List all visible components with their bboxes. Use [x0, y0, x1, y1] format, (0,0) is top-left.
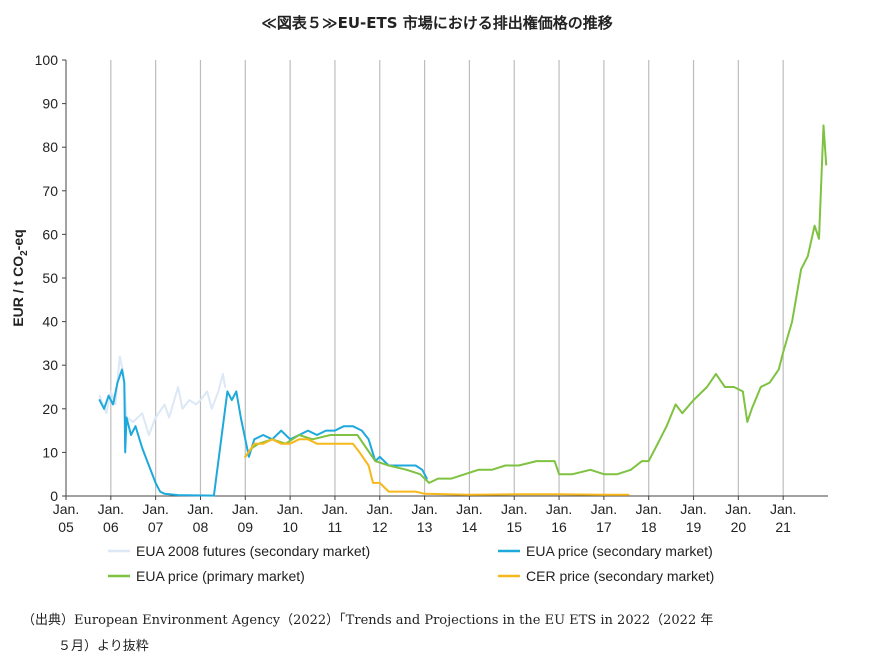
x-tick-label: Jan. [411, 501, 437, 517]
y-tick-label: 60 [42, 226, 58, 242]
x-tick-label: Jan. [591, 501, 617, 517]
series-line-2 [244, 124, 828, 484]
source-note-line1: （出典）European Environment Agency（2022）「Tr… [22, 613, 714, 628]
x-tick-label: 08 [193, 519, 209, 535]
y-tick-label: 90 [42, 96, 58, 112]
x-tick-label: Jan. [187, 501, 213, 517]
axes: 0 10 20 30 40 50 60 70 80 90 100 Jan. 05 Jan. 06 Jan. 07… [35, 52, 828, 535]
series-line-1 [98, 368, 428, 497]
x-tick-label: 05 [58, 519, 74, 535]
x-tick-label: 17 [596, 519, 612, 535]
x-tick-label: 12 [372, 519, 388, 535]
x-tick-label: 19 [686, 519, 702, 535]
price-chart: 0 10 20 30 40 50 60 70 80 90 100 Jan. 05 Jan. 06 Jan. 07… [10, 52, 828, 584]
x-tick-label: 07 [148, 519, 164, 535]
x-tick-label: 09 [238, 519, 254, 535]
series-line-3 [244, 438, 630, 496]
y-tick-label: 0 [50, 488, 58, 504]
series-line-0 [98, 355, 227, 436]
y-tick-label: 30 [42, 357, 58, 373]
legend-label: EUA price (secondary market) [526, 543, 713, 559]
x-tick-label: 15 [506, 519, 522, 535]
vertical-grid [110, 60, 784, 496]
x-tick-label: 18 [641, 519, 657, 535]
x-tick-label: Jan. [367, 501, 393, 517]
y-tick-label: 20 [42, 401, 58, 417]
x-tick-label: Jan. [501, 501, 527, 517]
series-lines [98, 124, 828, 497]
x-tick-label: Jan. [142, 501, 168, 517]
x-tick-label: Jan. [456, 501, 482, 517]
x-tick-label: 11 [328, 519, 343, 535]
x-tick-label: Jan. [277, 501, 303, 517]
x-tick-label: Jan. [322, 501, 348, 517]
x-tick-label: Jan. [98, 501, 124, 517]
x-tick-label: Jan. [635, 501, 661, 517]
legend-label: CER price (secondary market) [526, 568, 714, 584]
source-note-line2: ５月）より抜粋 [58, 639, 149, 654]
x-tick-label: Jan. [770, 501, 796, 517]
x-tick-label: 10 [282, 519, 298, 535]
y-axis-label: EUR / t CO2-eq [10, 229, 30, 326]
legend-label: EUA price (primary market) [136, 568, 305, 584]
x-tick-label: 14 [462, 519, 478, 535]
y-tick-label: 50 [42, 270, 58, 286]
y-tick-label: 100 [35, 52, 59, 68]
legend-label: EUA 2008 futures (secondary market) [136, 543, 370, 559]
legend: EUA 2008 futures (secondary market) EUA p… [108, 543, 714, 584]
x-tick-label: Jan. [232, 501, 258, 517]
x-tick-label: Jan. [680, 501, 706, 517]
x-tick-label: 06 [103, 519, 119, 535]
x-tick-label: 20 [731, 519, 747, 535]
x-tick-label: 16 [551, 519, 567, 535]
x-tick-label: Jan. [725, 501, 751, 517]
x-tick-label: 21 [775, 519, 791, 535]
x-tick-label: Jan. [53, 501, 79, 517]
y-tick-label: 80 [42, 139, 58, 155]
y-tick-label: 10 [42, 444, 58, 460]
chart-title: ≪図表５≫EU-ETS 市場における排出権価格の推移 [261, 14, 613, 32]
y-tick-label: 70 [42, 183, 58, 199]
y-tick-label: 40 [42, 314, 58, 330]
x-tick-label: 13 [417, 519, 433, 535]
x-tick-label: Jan. [546, 501, 572, 517]
